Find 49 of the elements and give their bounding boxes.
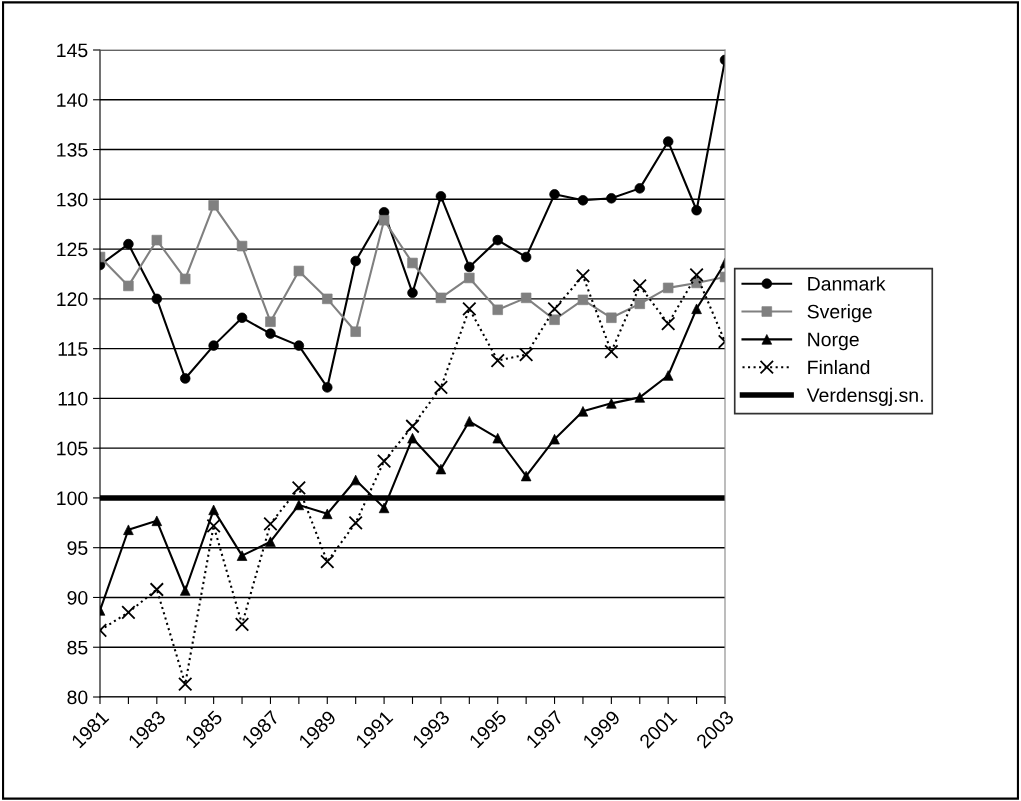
y-tick-label: 145 xyxy=(57,43,88,58)
point xyxy=(376,453,392,469)
point xyxy=(234,617,250,632)
point xyxy=(320,554,335,569)
point xyxy=(547,301,562,316)
point xyxy=(178,676,193,692)
point xyxy=(577,294,589,306)
y-tick-label: 130 xyxy=(57,192,88,207)
point xyxy=(121,605,136,620)
y-tick-label: 90 xyxy=(67,590,88,605)
y-tick-label: 115 xyxy=(58,342,88,356)
point xyxy=(632,278,647,294)
y-tick-label: 135 xyxy=(57,143,88,157)
legend-label: Danmark xyxy=(808,276,886,291)
y-tick-label: 140 xyxy=(57,93,88,108)
point xyxy=(151,234,163,246)
legend-label: Finland xyxy=(808,359,870,375)
point xyxy=(378,215,390,226)
point xyxy=(291,480,307,496)
point xyxy=(293,265,305,277)
point xyxy=(433,380,449,395)
point xyxy=(490,353,505,368)
point xyxy=(350,326,361,337)
y-tick-label: 105 xyxy=(57,441,88,456)
legend-label: Sverige xyxy=(807,304,872,323)
legend-label: Norge xyxy=(808,332,859,351)
point xyxy=(634,298,645,310)
point xyxy=(435,292,447,304)
point xyxy=(689,267,704,283)
point xyxy=(575,268,591,284)
point xyxy=(149,582,164,597)
y-tick-label: 95 xyxy=(67,541,88,555)
point xyxy=(180,273,191,285)
point xyxy=(206,518,221,533)
point xyxy=(518,347,534,362)
y-tick-label: 100 xyxy=(57,491,88,506)
point xyxy=(661,316,676,331)
y-tick-label: 120 xyxy=(57,292,88,307)
y-tick-label: 110 xyxy=(58,391,88,406)
point xyxy=(263,516,278,531)
point xyxy=(322,293,333,305)
y-tick-label: 80 xyxy=(67,690,88,705)
legend-label: Verdensgj.sn. xyxy=(806,387,923,406)
y-tick-label: 125 xyxy=(57,242,88,257)
point xyxy=(462,301,477,316)
point xyxy=(348,515,363,530)
point xyxy=(405,419,420,434)
point xyxy=(604,344,619,359)
y-tick-label: 85 xyxy=(67,640,88,655)
